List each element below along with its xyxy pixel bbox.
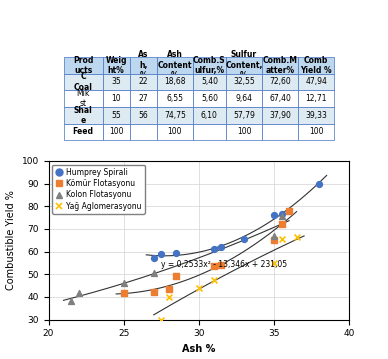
Y-axis label: Combustible Yield %: Combustible Yield % [6, 190, 16, 290]
Point [271, 233, 277, 238]
Point [173, 274, 179, 279]
Point [279, 236, 285, 242]
X-axis label: Ash %: Ash % [182, 344, 216, 354]
Point [166, 294, 172, 300]
Point [151, 289, 157, 295]
Point [158, 251, 165, 257]
Point [241, 236, 247, 242]
Point [173, 250, 179, 256]
Point [151, 270, 157, 276]
Point [68, 298, 74, 304]
Point [218, 244, 225, 250]
Text: y = 0,2533x² - 13,346x + 231,05: y = 0,2533x² - 13,346x + 231,05 [161, 260, 288, 269]
Point [316, 181, 322, 186]
Point [286, 208, 292, 214]
Point [279, 214, 285, 219]
Point [279, 211, 285, 217]
Point [158, 317, 165, 322]
Point [279, 222, 285, 227]
Point [271, 213, 277, 218]
Point [211, 246, 217, 252]
Point [218, 262, 225, 268]
Legend: Humprey Spirali, Kömür Flotasyonu, Kolon Flotasyonu, Yağ Aglomerasyonu: Humprey Spirali, Kömür Flotasyonu, Kolon… [52, 165, 145, 214]
Point [166, 286, 172, 292]
Point [151, 256, 157, 261]
Point [211, 264, 217, 269]
Point [211, 277, 217, 283]
Point [271, 260, 277, 266]
Point [293, 234, 300, 240]
Point [121, 290, 127, 296]
Point [75, 290, 81, 296]
Point [121, 280, 127, 286]
Point [196, 285, 202, 291]
Point [271, 237, 277, 243]
